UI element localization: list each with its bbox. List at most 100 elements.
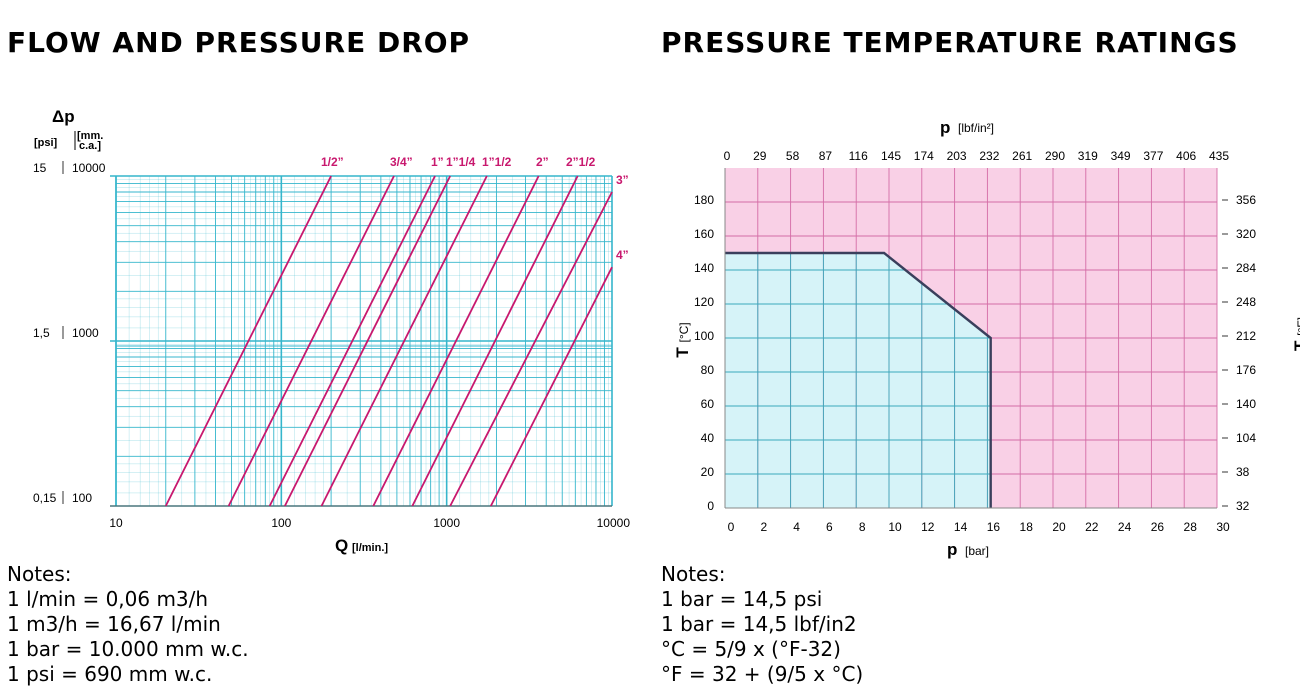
y-axis-unit: [°C] — [677, 322, 691, 342]
pressure-temperature-title: PRESSURE TEMPERATURE RATINGS — [661, 26, 1239, 59]
y-mm-tick-label: 100 — [72, 491, 92, 505]
y2-tick-label: 104 — [1236, 431, 1256, 445]
y-psi-tick-label: 0,15 — [33, 491, 57, 505]
series-label: 3/4” — [390, 155, 413, 169]
notes-heading: Notes: — [661, 562, 726, 586]
x2-tick-label: 319 — [1078, 149, 1098, 163]
y2-axis-label: T — [1291, 336, 1300, 351]
y-axis-label: Δp — [52, 107, 75, 126]
y2-tick-label: 212 — [1236, 329, 1256, 343]
series-label: 2” — [536, 155, 549, 169]
y-tick-label: 60 — [701, 397, 715, 411]
note-line: °F = 32 + (9/5 x °C) — [661, 662, 864, 686]
x2-tick-label: 29 — [753, 149, 767, 163]
note-line: 1 l/min = 0,06 m3/h — [7, 587, 209, 611]
y-tick-label: 160 — [694, 227, 714, 241]
series-label: 2”1/2 — [566, 155, 596, 169]
y-tick-label: 120 — [694, 295, 714, 309]
y2-tick-label: 140 — [1236, 397, 1256, 411]
x2-tick-label: 261 — [1012, 149, 1032, 163]
series-label: 1/2” — [321, 155, 344, 169]
x-axis-label: p — [947, 540, 957, 559]
x-tick-label: 24 — [1118, 520, 1132, 534]
y-tick-label: 140 — [694, 261, 714, 275]
series-label: 4” — [616, 248, 629, 262]
y-psi-tick-label: 1,5 — [33, 326, 50, 340]
x-tick-label: 2 — [760, 520, 767, 534]
notes-left: Notes: 1 l/min = 0,06 m3/h 1 m3/h = 16,6… — [7, 562, 249, 687]
x-tick-label: 6 — [826, 520, 833, 534]
note-line: 1 psi = 690 mm w.c. — [7, 662, 213, 686]
series-line — [227, 175, 395, 507]
y-unit-mm: [mm. — [77, 130, 103, 142]
y2-tick-label: 32 — [1236, 499, 1250, 513]
x-tick-label: 18 — [1020, 520, 1034, 534]
x2-tick-label: 377 — [1143, 149, 1163, 163]
notes-right: Notes: 1 bar = 14,5 psi 1 bar = 14,5 lbf… — [661, 562, 863, 687]
x-tick-label: 100 — [271, 516, 291, 530]
flow-pressure-chart: 1/2” 3/4” 1” 1”1/4 1”1/2 2” 2”1/23”4”10 100 1000… — [33, 107, 630, 555]
y-tick-label: 180 — [694, 193, 714, 207]
x-tick-label: 14 — [954, 520, 968, 534]
y-mm-tick-label: 10000 — [72, 161, 106, 175]
x-tick-label: 28 — [1184, 520, 1198, 534]
x-tick-label: 0 — [728, 520, 735, 534]
flow-pressure-title: FLOW AND PRESSURE DROP — [7, 26, 471, 59]
x-tick-label: 16 — [987, 520, 1001, 534]
series-line — [164, 175, 332, 507]
series-line — [284, 175, 451, 507]
series-label: 3” — [616, 173, 629, 187]
x-tick-label: 12 — [921, 520, 935, 534]
y2-tick-label: 38 — [1236, 465, 1250, 479]
note-line: 1 bar = 14,5 psi — [661, 587, 823, 611]
y2-tick-label: 320 — [1236, 227, 1256, 241]
series-label: 1”1/2 — [482, 155, 512, 169]
pressure-temperature-chart: 0 2 4 6 8 10 12 14 16 18 20 22 24 26 28 30p [bar]0 29 58 87… — [673, 118, 1300, 559]
y-psi-tick-label: 15 — [33, 161, 47, 175]
y2-tick-label: 284 — [1236, 261, 1256, 275]
y-axis-title: T [°C] — [673, 322, 692, 357]
series-line — [320, 175, 488, 507]
x2-axis-unit: [lbf/in²] — [958, 121, 994, 135]
x2-tick-label: 0 — [724, 149, 731, 163]
series-line — [268, 175, 436, 507]
x-tick-label: 30 — [1216, 520, 1230, 534]
note-line: °C = 5/9 x (°F-32) — [661, 637, 841, 661]
x-tick-label: 10 — [888, 520, 902, 534]
x2-axis-label: p — [940, 118, 950, 137]
x2-tick-label: 435 — [1209, 149, 1229, 163]
x2-tick-label: 58 — [786, 149, 800, 163]
x2-tick-label: 232 — [979, 149, 999, 163]
series-line — [449, 191, 613, 507]
y2-axis-title: T [°F] — [1291, 317, 1300, 351]
x2-tick-label: 145 — [881, 149, 901, 163]
safe-operating-region — [725, 253, 991, 508]
series-line — [372, 175, 540, 507]
y-mm-tick-label: 1000 — [72, 326, 99, 340]
x-tick-label: 26 — [1151, 520, 1165, 534]
series-label: 1” — [431, 155, 444, 169]
x-axis-unit: [bar] — [965, 544, 989, 558]
x-tick-label: 1000 — [433, 516, 460, 530]
note-line: 1 m3/h = 16,67 l/min — [7, 612, 221, 636]
x2-tick-label: 174 — [914, 149, 934, 163]
x2-tick-label: 87 — [819, 149, 833, 163]
y2-tick-label: 356 — [1236, 193, 1256, 207]
series-line — [411, 175, 579, 507]
y2-tick-label: 176 — [1236, 363, 1256, 377]
series-label: 1”1/4 — [446, 155, 476, 169]
note-line: 1 bar = 10.000 mm w.c. — [7, 637, 249, 661]
y-tick-label: 80 — [701, 363, 715, 377]
y2-tick-label: 248 — [1236, 295, 1256, 309]
x2-tick-label: 406 — [1176, 149, 1196, 163]
rating-envelope-line — [725, 251, 992, 508]
y-unit-mm: c.a.] — [79, 140, 101, 152]
notes-heading: Notes: — [7, 562, 72, 586]
x-tick-label: 4 — [793, 520, 800, 534]
y-unit-psi: [psi] — [34, 137, 58, 149]
y-tick-label: 20 — [701, 465, 715, 479]
x-tick-label: 10 — [109, 516, 123, 530]
y-tick-label: 0 — [707, 499, 714, 513]
x-tick-label: 22 — [1085, 520, 1099, 534]
